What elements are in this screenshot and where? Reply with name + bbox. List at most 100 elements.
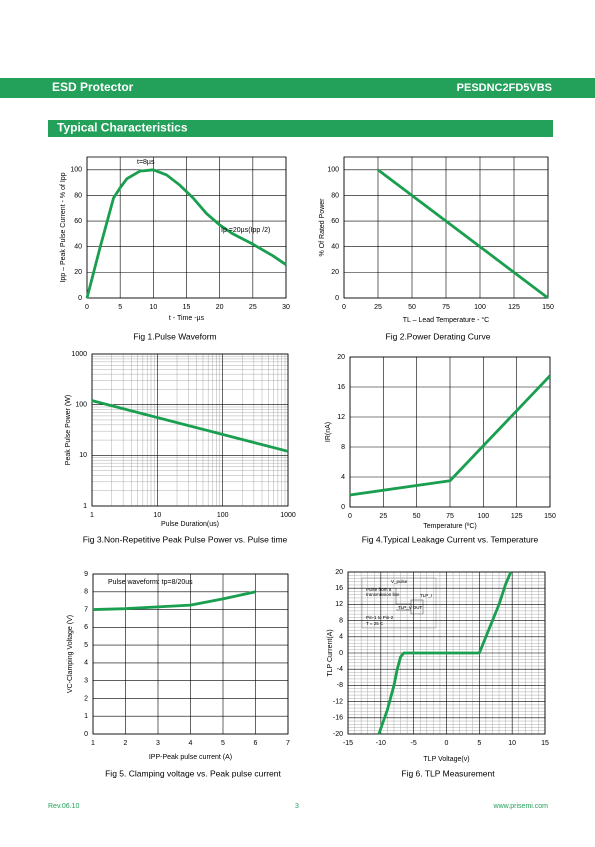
y-tick-label: 4 (339, 634, 343, 641)
footer-page: 3 (295, 803, 299, 810)
y-tick-label: 0 (341, 504, 345, 511)
chart-caption: Fig 3.Non-Repetitive Peak Pulse Power vs… (83, 534, 288, 544)
x-axis-label: t - Time -µs (169, 315, 205, 322)
annotation: V_pulse (391, 579, 408, 584)
x-tick-label: 10 (153, 512, 161, 519)
y-axis-label: Ipp – Peak Pulse Current - % of Ipp (60, 172, 67, 282)
chart-caption: Fig 2.Power Derating Curve (386, 331, 491, 341)
x-tick-label: 0 (348, 513, 352, 520)
x-tick-label: 15 (183, 304, 191, 311)
x-tick-label: 50 (408, 304, 416, 311)
y-tick-label: 80 (331, 192, 339, 199)
plot-border (343, 156, 549, 299)
y-tick-label: 0 (78, 295, 82, 302)
y-tick-label: 40 (74, 244, 82, 251)
y-tick-label: 20 (331, 269, 339, 276)
x-axis-label: Pulse Duration(us) (161, 521, 219, 528)
x-tick-label: 25 (379, 513, 387, 520)
x-tick-label: 25 (374, 304, 382, 311)
x-axis-label: TLP Voltage(v) (423, 756, 469, 763)
header-title: ESD Protector (52, 80, 134, 94)
x-tick-label: 75 (442, 304, 450, 311)
y-tick-label: 7 (84, 606, 88, 613)
x-tick-label: 100 (217, 512, 229, 519)
data-line (377, 168, 549, 300)
x-tick-label: 0 (445, 740, 449, 747)
y-tick-label: 8 (341, 444, 345, 451)
y-axis-label: Peak Pulse Power (W) (65, 395, 72, 465)
x-tick-label: 1 (91, 740, 95, 747)
x-tick-label: 5 (477, 740, 481, 747)
y-tick-label: -16 (333, 715, 343, 722)
x-axis-label: Temperature (ºC) (423, 523, 477, 530)
y-axis-label: VC-Clamping Voltage (V) (67, 615, 74, 693)
x-tick-label: 0 (85, 304, 89, 311)
y-tick-label: -8 (337, 682, 343, 689)
x-tick-label: 150 (542, 304, 554, 311)
y-tick-label: 5 (84, 642, 88, 649)
data-line (377, 571, 513, 735)
x-tick-label: 100 (474, 304, 486, 311)
y-tick-label: 1 (83, 503, 87, 510)
y-tick-label: 1000 (71, 351, 87, 358)
y-axis-label: % Of Rated Power (319, 198, 326, 257)
x-tick-label: 4 (189, 740, 193, 747)
data-line (85, 168, 287, 299)
y-tick-label: 100 (327, 167, 339, 174)
x-tick-label: 2 (124, 740, 128, 747)
y-tick-label: 10 (79, 452, 87, 459)
y-tick-label: 16 (337, 384, 345, 391)
x-tick-label: 5 (118, 304, 122, 311)
y-tick-label: 20 (335, 569, 343, 576)
y-tick-label: 20 (337, 354, 345, 361)
chart-caption: Fig 1.Pulse Waveform (133, 331, 216, 341)
y-tick-label: 100 (75, 402, 87, 409)
data-line (92, 590, 256, 611)
x-tick-label: 10 (149, 304, 157, 311)
x-tick-label: 1 (90, 512, 94, 519)
x-tick-label: 20 (216, 304, 224, 311)
annotation: T = 25 C (366, 621, 384, 626)
x-tick-label: 1000 (280, 512, 296, 519)
annotation: DUT (413, 605, 422, 610)
y-tick-label: 8 (84, 589, 88, 596)
data-line (349, 374, 552, 497)
y-tick-label: 0 (335, 295, 339, 302)
y-axis-label: TLP Current(A) (327, 629, 334, 676)
x-tick-label: 125 (508, 304, 520, 311)
y-tick-label: 3 (84, 678, 88, 685)
x-tick-label: 0 (342, 304, 346, 311)
x-tick-label: 7 (286, 740, 290, 747)
x-tick-label: -10 (376, 740, 386, 747)
y-tick-label: 0 (84, 731, 88, 738)
y-tick-label: -20 (333, 731, 343, 738)
annotation: Pulse waveform: tp=8/20us (108, 579, 193, 586)
x-axis-label: TL – Lead Temperature - °C (403, 316, 489, 324)
section-title: Typical Characteristics (57, 121, 188, 135)
y-tick-label: 4 (84, 660, 88, 667)
annotation: Pulse from a (366, 587, 392, 592)
y-axis-label: IR(nA) (325, 422, 332, 442)
x-tick-label: -5 (411, 740, 417, 747)
y-tick-label: 2 (84, 695, 88, 702)
x-tick-label: 125 (511, 513, 523, 520)
x-tick-label: 3 (156, 740, 160, 747)
x-tick-label: 100 (477, 513, 489, 520)
y-tick-label: 60 (331, 218, 339, 225)
plot-border (91, 353, 289, 507)
y-tick-label: 0 (339, 650, 343, 657)
plot-border (86, 156, 287, 299)
x-tick-label: 10 (508, 740, 516, 747)
x-tick-label: 30 (282, 304, 290, 311)
y-tick-label: 80 (74, 192, 82, 199)
x-tick-label: -15 (343, 740, 353, 747)
plot-border (349, 356, 551, 508)
y-tick-label: 8 (339, 617, 343, 624)
y-tick-label: 1 (84, 713, 88, 720)
y-tick-label: 20 (74, 269, 82, 276)
y-tick-label: 100 (70, 167, 82, 174)
y-tick-label: 16 (335, 585, 343, 592)
y-tick-label: 12 (337, 414, 345, 421)
x-tick-label: 75 (446, 513, 454, 520)
